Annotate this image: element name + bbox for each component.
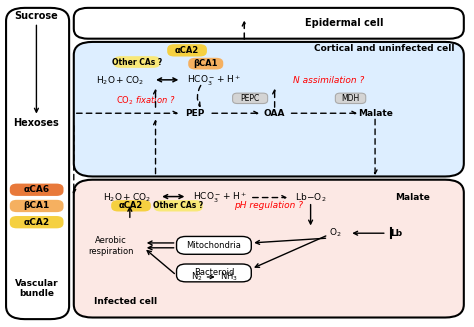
Text: $\rm HCO_3^- + H^+$: $\rm HCO_3^- + H^+$ [187, 74, 241, 88]
FancyBboxPatch shape [176, 264, 251, 282]
FancyBboxPatch shape [167, 44, 207, 57]
Text: Other CAs ?: Other CAs ? [153, 201, 203, 210]
FancyBboxPatch shape [10, 216, 64, 228]
Text: Hexoses: Hexoses [14, 118, 59, 128]
FancyBboxPatch shape [74, 180, 464, 318]
Text: pH regulation ?: pH regulation ? [234, 201, 303, 211]
Text: βCA1: βCA1 [24, 201, 50, 211]
Text: Sucrose: Sucrose [15, 11, 58, 21]
FancyBboxPatch shape [233, 93, 268, 104]
FancyBboxPatch shape [74, 8, 464, 39]
Text: Vascular
bundle: Vascular bundle [15, 279, 58, 298]
FancyBboxPatch shape [6, 8, 69, 319]
FancyBboxPatch shape [154, 200, 203, 212]
Text: Epidermal cell: Epidermal cell [305, 18, 384, 28]
Text: βCA1: βCA1 [193, 59, 218, 68]
Text: PEPC: PEPC [241, 94, 260, 103]
Text: $\rm N_2$: $\rm N_2$ [191, 271, 202, 283]
Text: Cortical and uninfected cell: Cortical and uninfected cell [314, 44, 455, 53]
Text: Aerobic
respiration: Aerobic respiration [89, 236, 134, 256]
Text: αCA2: αCA2 [24, 218, 50, 227]
Text: αCA2: αCA2 [119, 201, 143, 210]
Text: Lb: Lb [390, 229, 402, 238]
FancyBboxPatch shape [113, 56, 160, 68]
FancyBboxPatch shape [74, 42, 464, 177]
FancyBboxPatch shape [188, 58, 223, 69]
Text: Malate: Malate [395, 193, 430, 202]
FancyBboxPatch shape [111, 200, 151, 212]
FancyBboxPatch shape [336, 93, 366, 104]
Text: $\rm O_2$: $\rm O_2$ [329, 227, 342, 239]
Text: αCA6: αCA6 [24, 185, 50, 194]
Text: PEP: PEP [185, 109, 205, 118]
FancyBboxPatch shape [10, 200, 64, 212]
Text: $\rm CO_2$ fixation ?: $\rm CO_2$ fixation ? [117, 94, 176, 107]
Text: $\rm NH_3$: $\rm NH_3$ [220, 271, 238, 283]
Text: $\rm Lb\!-\!O_2$: $\rm Lb\!-\!O_2$ [295, 191, 326, 204]
Text: Bacteroid: Bacteroid [194, 267, 234, 277]
Text: Other CAs ?: Other CAs ? [112, 58, 162, 66]
Text: OAA: OAA [264, 109, 285, 118]
Text: Malate: Malate [357, 109, 392, 118]
Text: αCA2: αCA2 [175, 46, 199, 55]
Text: MDH: MDH [342, 94, 360, 103]
Text: Infected cell: Infected cell [93, 297, 157, 306]
Text: N assimilation ?: N assimilation ? [293, 76, 364, 85]
FancyBboxPatch shape [176, 236, 251, 254]
Text: $\rm H_2O + CO_2$: $\rm H_2O + CO_2$ [102, 191, 151, 204]
Text: $\rm HCO_3^- + H^+$: $\rm HCO_3^- + H^+$ [193, 190, 247, 205]
FancyBboxPatch shape [10, 183, 64, 196]
Text: $\rm H_2O + CO_2$: $\rm H_2O + CO_2$ [96, 75, 145, 87]
Text: Mitochondria: Mitochondria [186, 241, 241, 250]
